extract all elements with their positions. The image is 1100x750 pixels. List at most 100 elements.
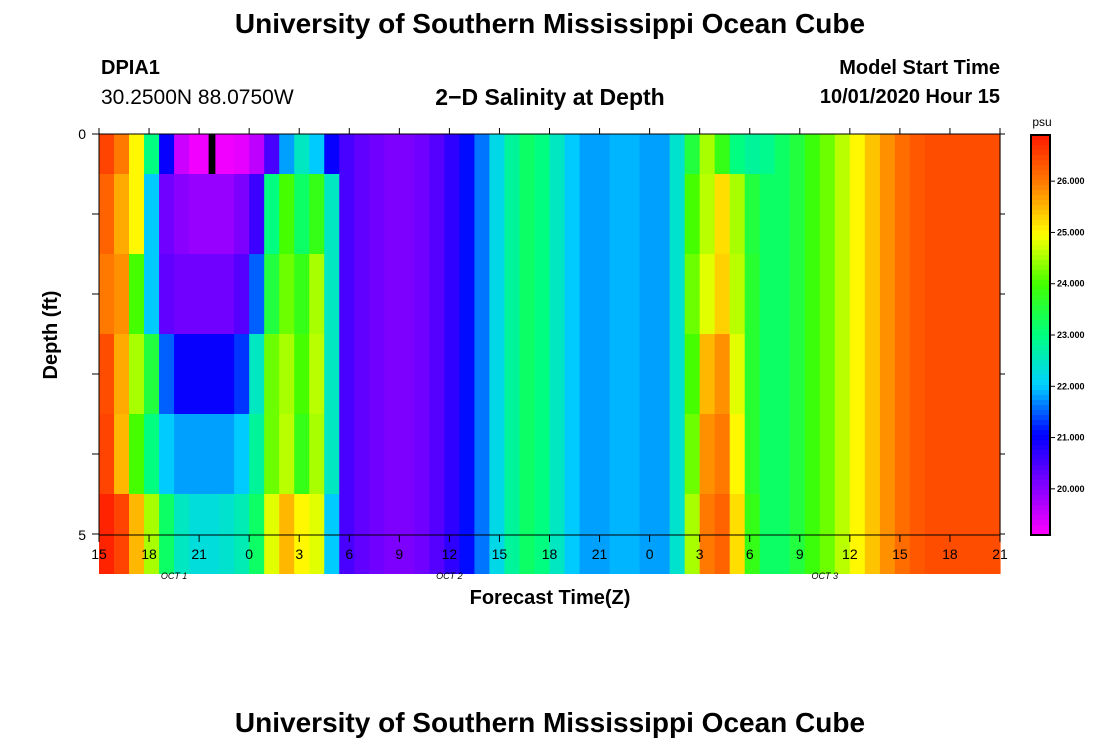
heatmap-cell bbox=[459, 134, 476, 174]
x-tick-label: 0 bbox=[245, 546, 253, 562]
heatmap-cell bbox=[249, 334, 265, 414]
heatmap-cell bbox=[609, 134, 626, 174]
heatmap-cell bbox=[744, 494, 761, 574]
heatmap-cell bbox=[909, 494, 926, 574]
heatmap-cell bbox=[969, 494, 986, 574]
heatmap-cell bbox=[459, 334, 476, 414]
heatmap-cell bbox=[324, 494, 340, 574]
heatmap-cell bbox=[279, 174, 295, 254]
heatmap-cell bbox=[564, 334, 581, 414]
colorbar-segment bbox=[1031, 405, 1050, 411]
heatmap-cell bbox=[804, 134, 821, 174]
colorbar-segment bbox=[1031, 185, 1050, 191]
heatmap-cell bbox=[594, 174, 611, 254]
colorbar-segment bbox=[1031, 440, 1050, 446]
date-label: OCT 1 bbox=[161, 571, 188, 581]
colorbar-segment bbox=[1031, 260, 1050, 266]
heatmap-cell bbox=[489, 174, 506, 254]
colorbar-tick-label: 23.000 bbox=[1057, 330, 1085, 340]
heatmap-cell bbox=[894, 134, 911, 174]
heatmap-cell bbox=[729, 134, 746, 174]
colorbar-tick-label: 22.000 bbox=[1057, 381, 1085, 391]
heatmap-cell bbox=[939, 334, 956, 414]
heatmap-cell bbox=[624, 174, 641, 254]
heatmap-cell bbox=[879, 254, 896, 334]
heatmap-cell bbox=[549, 414, 566, 494]
heatmap-cell bbox=[864, 414, 881, 494]
x-tick-label: 21 bbox=[992, 546, 1008, 562]
heatmap-cell bbox=[534, 174, 551, 254]
colorbar-segment bbox=[1031, 180, 1050, 186]
heatmap-cell bbox=[984, 334, 1001, 414]
x-tick-label: 15 bbox=[91, 546, 107, 562]
colorbar-segment bbox=[1031, 510, 1050, 516]
heatmap-cell bbox=[444, 254, 460, 334]
heatmap-cell bbox=[639, 494, 656, 574]
heatmap-cell bbox=[294, 254, 310, 334]
heatmap-cell bbox=[114, 414, 130, 494]
heatmap-cell bbox=[324, 334, 340, 414]
colorbar-segment bbox=[1031, 150, 1050, 156]
heatmap-cell bbox=[804, 254, 821, 334]
chart-title: 2−D Salinity at Depth bbox=[435, 84, 665, 110]
colorbar-segment bbox=[1031, 445, 1050, 451]
x-tick-label: 3 bbox=[295, 546, 303, 562]
heatmap-cell bbox=[549, 494, 566, 574]
heatmap-cell bbox=[489, 414, 506, 494]
heatmap-cell bbox=[354, 254, 370, 334]
heatmap-cell bbox=[579, 334, 596, 414]
colorbar-segment bbox=[1031, 390, 1050, 396]
heatmap-cell bbox=[939, 494, 956, 574]
heatmap-cell bbox=[579, 174, 596, 254]
colorbar-segment bbox=[1031, 475, 1050, 481]
heatmap-cell bbox=[909, 134, 926, 174]
heatmap-cell bbox=[159, 334, 175, 414]
heatmap-cell bbox=[759, 134, 776, 174]
heatmap-cell bbox=[174, 334, 190, 414]
heatmap-cell bbox=[969, 134, 986, 174]
model-start-label: Model Start Time bbox=[839, 57, 1000, 79]
heatmap-cell bbox=[354, 174, 370, 254]
heatmap-cell bbox=[309, 134, 325, 174]
colorbar-segment bbox=[1031, 505, 1050, 511]
heatmap-cell bbox=[819, 414, 836, 494]
heatmap-cell bbox=[759, 414, 776, 494]
colorbar-segment bbox=[1031, 255, 1050, 261]
heatmap-cell bbox=[954, 414, 971, 494]
heatmap-cell bbox=[594, 134, 611, 174]
heatmap-cell bbox=[669, 414, 686, 494]
heatmap-cell bbox=[654, 494, 671, 574]
heatmap-cell bbox=[264, 414, 280, 494]
heatmap-cell bbox=[774, 134, 791, 174]
heatmap-cell bbox=[174, 134, 190, 174]
heatmap-cell bbox=[564, 414, 581, 494]
heatmap-cell bbox=[279, 414, 295, 494]
heatmap-cell bbox=[969, 334, 986, 414]
heatmap-cell bbox=[699, 254, 716, 334]
colorbar-segment bbox=[1031, 235, 1050, 241]
colorbar-segment bbox=[1031, 230, 1050, 236]
heatmap-cell bbox=[144, 414, 160, 494]
chart-axes: 15 18 21 0 3 6 9 12 15 18 21 0 3 6 9 12 15 18 21 0 5 OCT 1 OCT… bbox=[78, 126, 1008, 581]
heatmap-cell bbox=[909, 414, 926, 494]
heatmap-cell bbox=[234, 334, 250, 414]
heatmap-cell bbox=[174, 494, 190, 574]
heatmap-cell bbox=[879, 174, 896, 254]
x-tick-label: 21 bbox=[592, 546, 608, 562]
heatmap-cell bbox=[924, 134, 941, 174]
heatmap-cell bbox=[219, 174, 235, 254]
heatmap-cell bbox=[264, 134, 280, 174]
heatmap-cell bbox=[519, 254, 536, 334]
heatmap-cell bbox=[609, 414, 626, 494]
heatmap-cell bbox=[549, 334, 566, 414]
heatmap-cell bbox=[429, 174, 445, 254]
colorbar-segment bbox=[1031, 420, 1050, 426]
heatmap-cell bbox=[729, 494, 746, 574]
heatmap-cell bbox=[414, 254, 430, 334]
colorbar-segment bbox=[1031, 530, 1050, 536]
heatmap-cell bbox=[249, 494, 265, 574]
heatmap-cell bbox=[504, 414, 521, 494]
heatmap-cell bbox=[414, 134, 430, 174]
heatmap-cell bbox=[384, 334, 400, 414]
